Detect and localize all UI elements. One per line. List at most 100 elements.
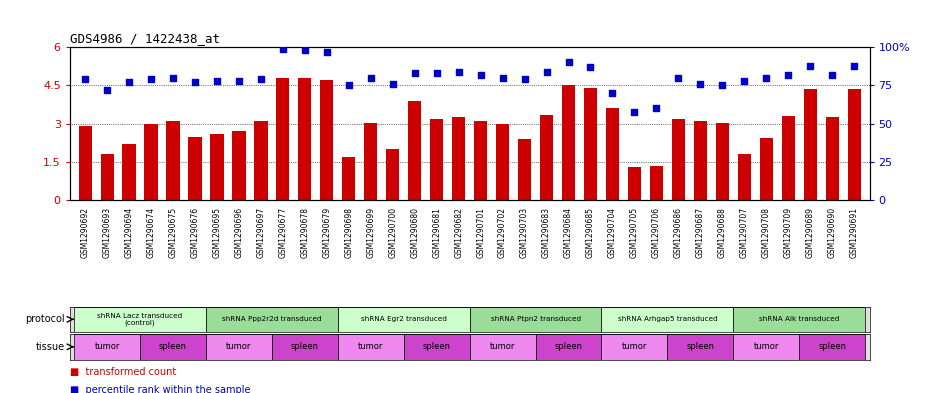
Bar <box>210 134 223 200</box>
Bar <box>342 157 355 200</box>
Bar <box>206 307 338 332</box>
Point <box>364 75 379 81</box>
Bar <box>123 144 136 200</box>
Bar <box>602 307 734 332</box>
Bar <box>74 334 140 360</box>
Point <box>495 75 510 81</box>
Point <box>561 59 576 66</box>
Point <box>539 68 554 75</box>
Bar <box>320 80 334 200</box>
Point <box>671 75 685 81</box>
Bar <box>272 334 338 360</box>
Point <box>275 46 290 52</box>
Bar <box>144 124 158 200</box>
Bar <box>540 115 553 200</box>
Text: spleen: spleen <box>554 342 582 351</box>
Bar <box>206 334 272 360</box>
Bar <box>584 88 597 200</box>
Point <box>166 75 180 81</box>
Bar <box>671 119 685 200</box>
Text: tumor: tumor <box>358 342 383 351</box>
Point <box>583 64 598 70</box>
Bar <box>166 121 179 200</box>
Text: shRNA Ppp2r2d transduced: shRNA Ppp2r2d transduced <box>222 316 322 322</box>
Text: ■  transformed count: ■ transformed count <box>70 367 176 377</box>
Text: spleen: spleen <box>818 342 846 351</box>
Bar <box>232 131 246 200</box>
Bar <box>518 139 531 200</box>
Point <box>143 76 158 83</box>
Text: GDS4986 / 1422438_at: GDS4986 / 1422438_at <box>70 31 219 44</box>
Text: tumor: tumor <box>226 342 252 351</box>
Bar <box>804 89 817 200</box>
Bar <box>694 121 707 200</box>
Text: spleen: spleen <box>423 342 451 351</box>
Point <box>781 72 796 78</box>
Bar <box>78 126 92 200</box>
Point <box>846 62 861 69</box>
Text: tumor: tumor <box>95 342 120 351</box>
Point <box>451 68 466 75</box>
Point <box>254 76 269 83</box>
Bar <box>140 334 206 360</box>
Point <box>188 79 203 86</box>
Text: shRNA Lacz transduced
(control): shRNA Lacz transduced (control) <box>98 312 182 326</box>
Text: shRNA Arhgap5 transduced: shRNA Arhgap5 transduced <box>618 316 717 322</box>
Text: protocol: protocol <box>25 314 65 324</box>
Point <box>100 87 114 93</box>
Bar <box>470 334 536 360</box>
Point <box>298 47 312 53</box>
Text: spleen: spleen <box>159 342 187 351</box>
Point <box>803 62 817 69</box>
Bar <box>474 121 487 200</box>
Text: ■  percentile rank within the sample: ■ percentile rank within the sample <box>70 385 250 393</box>
Point <box>649 105 664 112</box>
Text: tumor: tumor <box>490 342 515 351</box>
Bar <box>628 167 641 200</box>
Point <box>407 70 422 76</box>
Point <box>319 49 334 55</box>
Bar <box>408 101 421 200</box>
Bar <box>100 154 113 200</box>
Bar <box>826 118 839 200</box>
Bar <box>799 334 865 360</box>
Bar <box>781 116 795 200</box>
Bar <box>189 136 202 200</box>
Point <box>737 78 751 84</box>
Text: shRNA Alk transduced: shRNA Alk transduced <box>759 316 840 322</box>
Bar <box>650 166 663 200</box>
Point <box>693 81 708 87</box>
Bar <box>254 121 268 200</box>
Bar <box>276 78 289 200</box>
Point <box>605 90 620 96</box>
Text: shRNA Egr2 transduced: shRNA Egr2 transduced <box>361 316 446 322</box>
Bar <box>470 307 602 332</box>
Point <box>430 70 445 76</box>
Bar <box>299 78 312 200</box>
Bar <box>734 334 799 360</box>
Bar <box>602 334 668 360</box>
Bar <box>760 138 773 200</box>
Text: shRNA Ptpn2 transduced: shRNA Ptpn2 transduced <box>490 316 580 322</box>
Point <box>385 81 400 87</box>
Bar <box>338 307 470 332</box>
Bar <box>734 307 865 332</box>
Point <box>78 76 93 83</box>
Point <box>517 76 532 83</box>
Bar <box>338 334 404 360</box>
Text: tumor: tumor <box>753 342 779 351</box>
Bar <box>605 108 619 200</box>
Bar <box>386 149 399 200</box>
Bar <box>365 123 378 200</box>
Point <box>825 72 840 78</box>
Bar <box>430 119 444 200</box>
Text: spleen: spleen <box>291 342 319 351</box>
Text: tissue: tissue <box>36 342 65 352</box>
Bar <box>562 86 575 200</box>
Point <box>341 83 356 89</box>
Text: spleen: spleen <box>686 342 714 351</box>
Text: tumor: tumor <box>622 342 647 351</box>
Bar <box>496 124 510 200</box>
Point <box>232 78 246 84</box>
Point <box>122 79 137 86</box>
